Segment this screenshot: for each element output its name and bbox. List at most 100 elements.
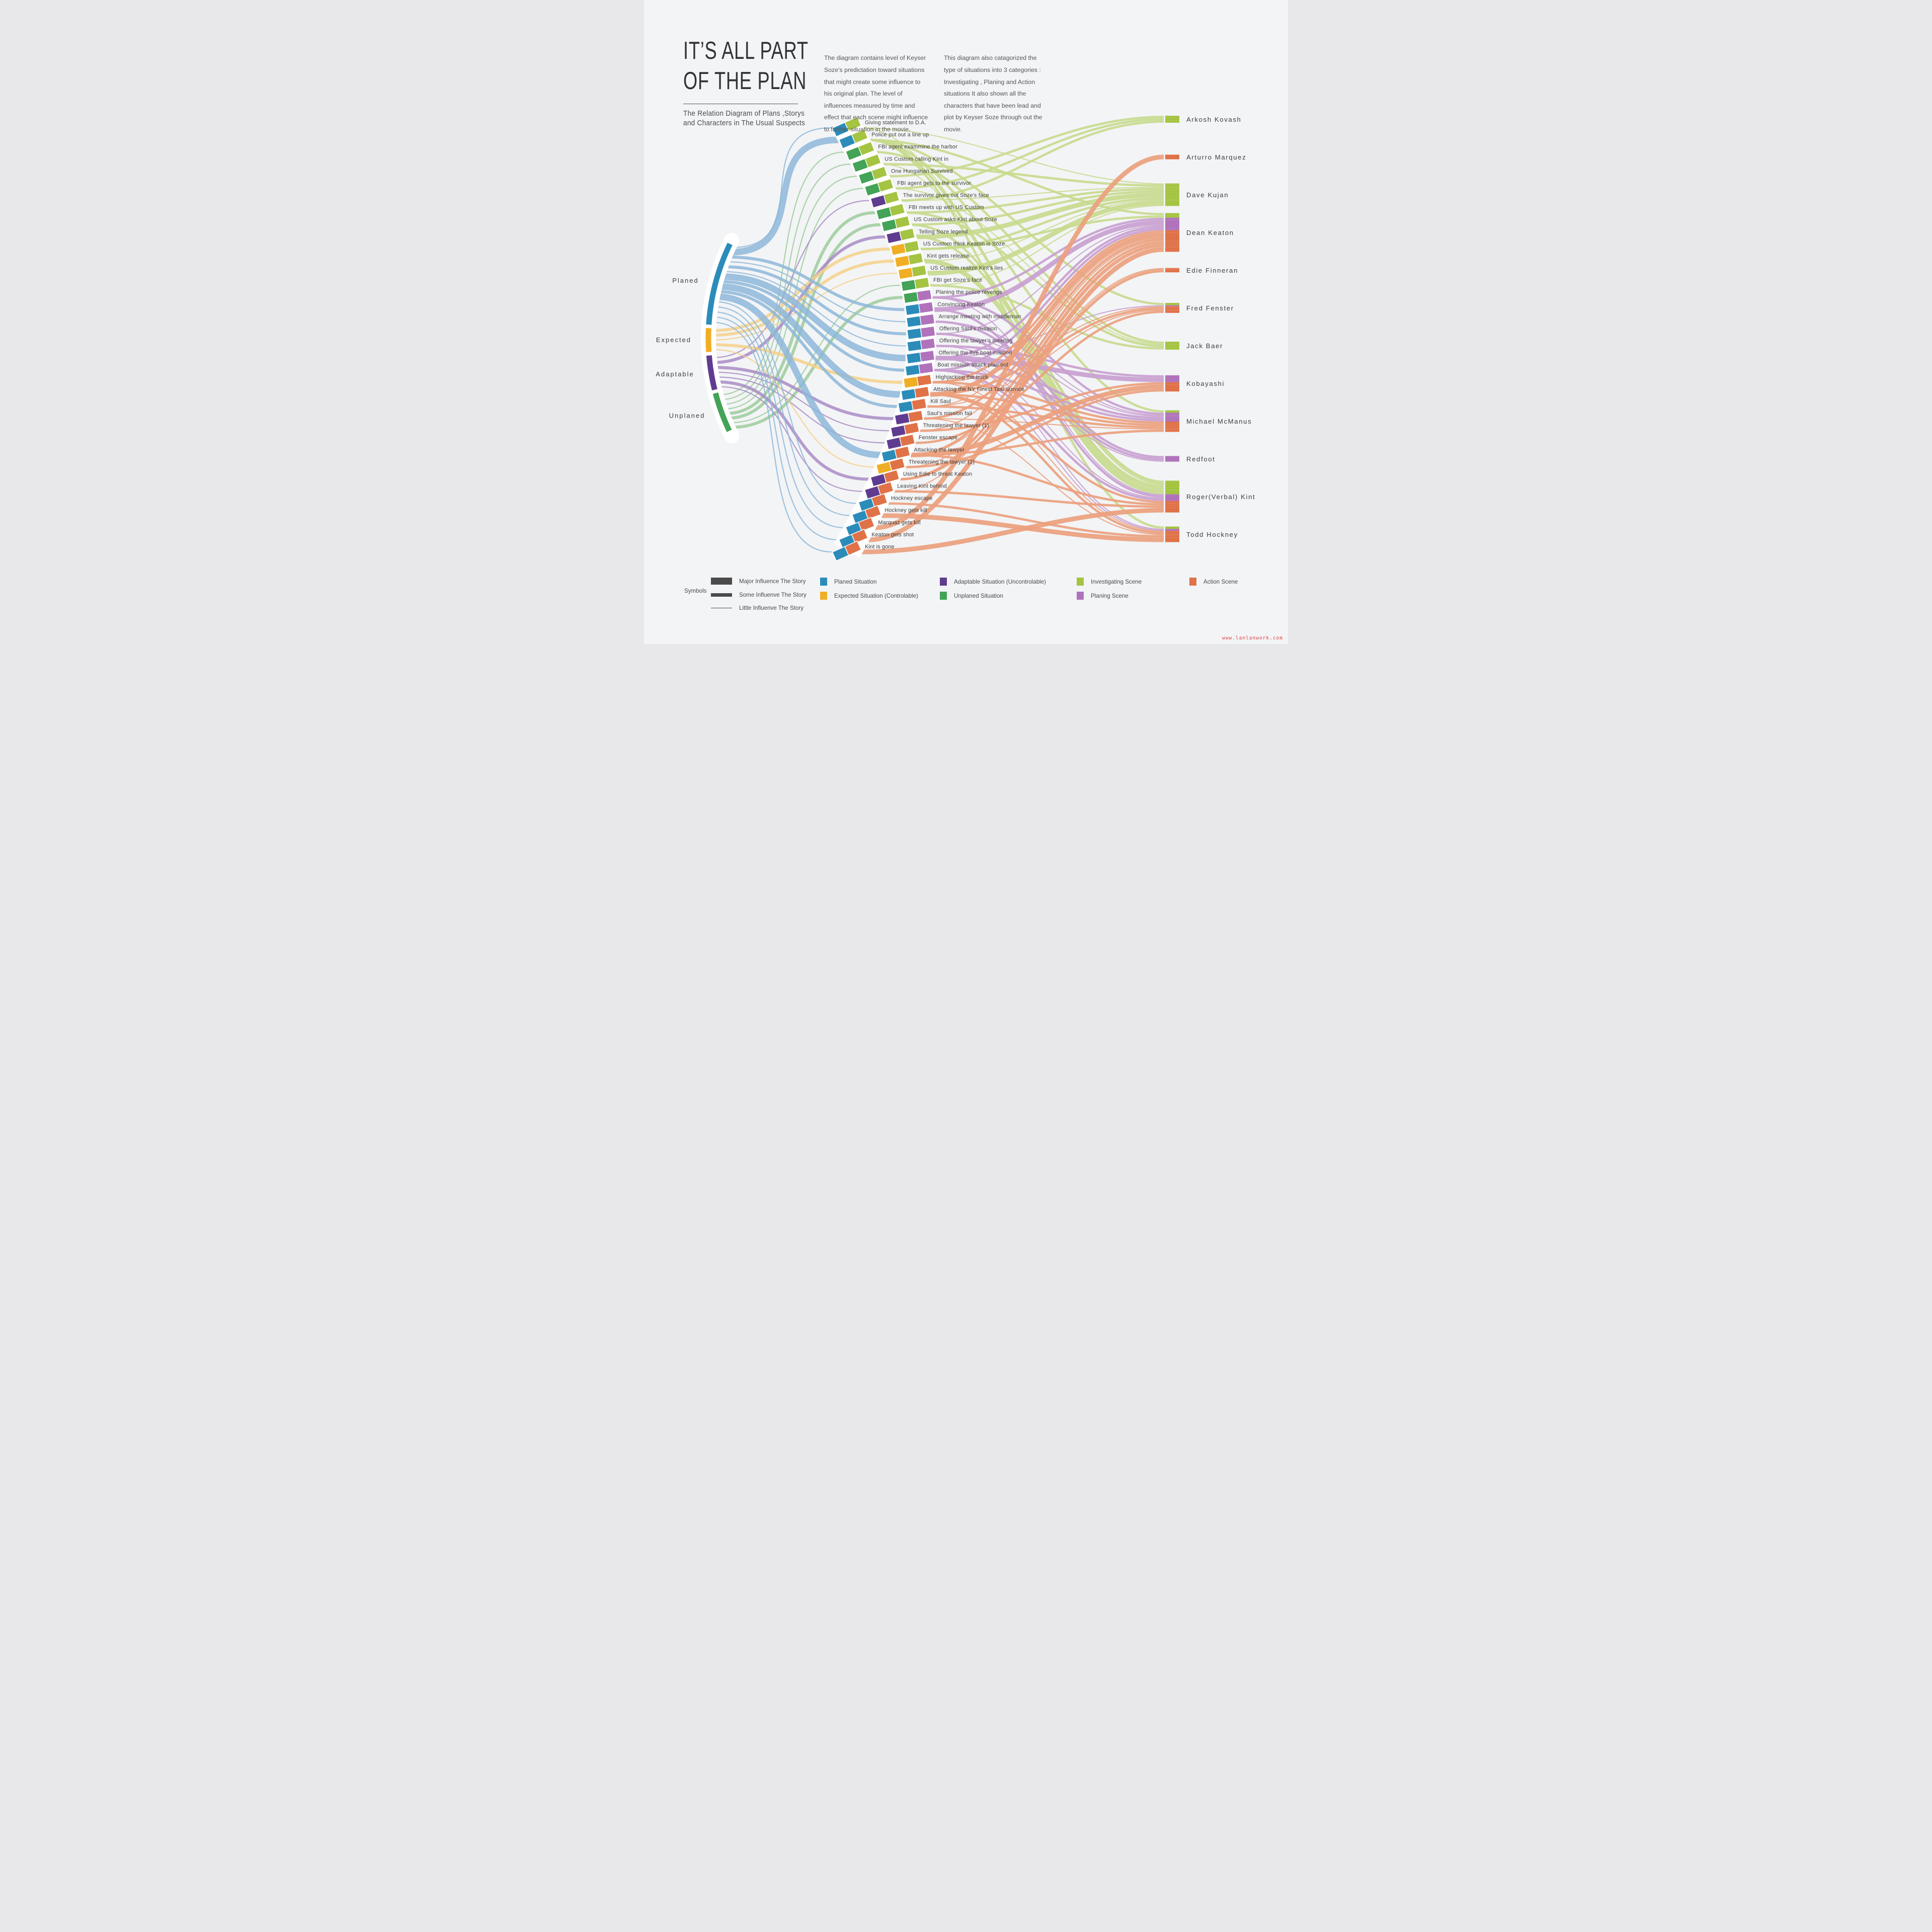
scene-node-situation-half [905,364,921,376]
character-node-segment [1165,501,1179,504]
flow-situation-to-scene [711,343,903,384]
scene-node-type-half [877,178,894,193]
scene-node [870,469,900,487]
character-node-segment [1165,244,1179,247]
scene-node-type-half [914,277,930,290]
flow-situation-to-scene [716,290,898,408]
scene-node [851,153,881,173]
legend-item-expected-situation: Expected Situation (Controlable) [820,592,918,600]
character-node-segment [1165,118,1179,121]
character-node-segment [1165,205,1179,206]
character-node-segment [1165,531,1179,532]
subtitle: The Relation Diagram of Plans ,Storys an… [683,109,824,129]
subtitle-line-2: and Characters in The Usual Suspects [683,119,806,128]
scene-label: Telling Soze legend [919,229,968,235]
character-node-segment [1165,307,1179,310]
flow-scene-to-character [927,200,1164,276]
flow-scene-to-character [911,384,1164,457]
character-node-segment [1165,535,1179,538]
character-node-segment [1165,225,1179,228]
character-node-segment [1165,197,1179,200]
character-node-segment [1165,120,1179,123]
scene-node-situation-half [901,388,917,401]
legend-label: Action Scene [1203,578,1238,585]
character-node-segment [1165,184,1179,187]
page-title: IT’S ALL PART OF THE PLAN [683,36,808,97]
character-node-segment [1165,428,1179,430]
character-node-segment [1165,537,1179,542]
character-node-segment [1165,309,1179,311]
character-node-segment [1165,419,1179,422]
flow-situation-to-scene [729,136,839,256]
scene-label: FBI agent exammine the harbor [878,144,957,150]
character-node-segment [1165,490,1179,495]
character-node-segment [1165,505,1179,508]
flow-scene-to-character [881,163,1164,187]
watermark: www.lanlanwork.com [1222,635,1283,641]
flow-scene-to-character [936,345,1164,378]
relation-diagram: Planed Expected Adaptable Unplaned Giving st… [656,116,1255,561]
scene-node [838,129,868,149]
scene-node [881,445,911,462]
scene-node [875,457,906,475]
scene-node [864,481,894,500]
scene-node-type-half [858,517,875,532]
situation-node-unplaned [712,392,732,432]
character-node-segment [1165,410,1179,413]
legend-item-planed-situation: Planed Situation [820,578,876,586]
character-node-segment [1165,347,1179,350]
scene-node [875,203,906,220]
character-node-segment [1165,485,1179,488]
flow-scene-to-character [930,232,1164,397]
legend-label: Little Influenve The Story [739,605,804,611]
flow-scene-to-character [935,357,1164,530]
situation-node-adaptable [706,355,717,390]
scene-label: FBI meets up with US Custom [909,205,984,211]
scene-node [901,277,930,292]
scene-label: Police put out a line up [871,132,929,138]
scene-node-type-half [903,240,920,253]
situation-node-expected [705,328,712,352]
scene-label: Kint is gone [865,544,895,550]
scene-node-situation-half [906,328,922,340]
flow-scene-to-character [934,220,1164,312]
character-node-segment [1165,526,1179,529]
character-node-segment [1165,534,1179,535]
character-node-segment [1165,232,1179,237]
character-node-segment [1165,458,1179,461]
flow-scene-to-character [932,381,1164,532]
legend-item-some-influence: Some Influenve The Story [711,592,807,598]
scene-node-type-half [851,129,868,144]
legend: Symbols Major Influence The Story Some I… [644,572,1288,622]
flow-scene-to-character [894,246,1164,492]
situation-label-adaptable: Adaptable [656,370,694,378]
flow-scene-to-character [920,382,1164,432]
flow-scene-to-character [924,259,1164,495]
character-node-segment [1165,499,1179,501]
character-node-segment [1165,460,1179,462]
flow-scene-to-character [924,199,1164,262]
flow-scene-to-character [900,120,1164,202]
scene-node-type-half [914,386,930,399]
scene-label: One Hungarian Survived [891,168,953,174]
scene-node-type-half [858,141,875,156]
flow-scene-to-character [935,225,1164,359]
scene-node-type-half [911,265,927,278]
flow-situation-to-scene [712,321,832,553]
scene-node [870,191,900,208]
scene-node [905,301,934,316]
scene-label: Arrange meeting with middleman [939,313,1021,319]
scene-node-type-half [918,301,934,314]
legend-symbols-title: Symbols [684,588,707,594]
character-label: Arkosh Kovash [1186,116,1242,123]
character-node-segment [1165,220,1179,225]
character-node-segment [1165,270,1179,273]
some-influence-swatch [711,593,732,597]
flow-situation-to-scene [717,283,901,398]
scene-label: Offering Saul’s mission [939,326,997,332]
expected-situation-swatch [820,592,827,600]
flow-scene-to-character [936,333,1164,417]
scene-label: Hockney escape [891,496,933,502]
character-label: Fred Fenster [1186,304,1234,312]
character-node-segment [1165,237,1179,238]
